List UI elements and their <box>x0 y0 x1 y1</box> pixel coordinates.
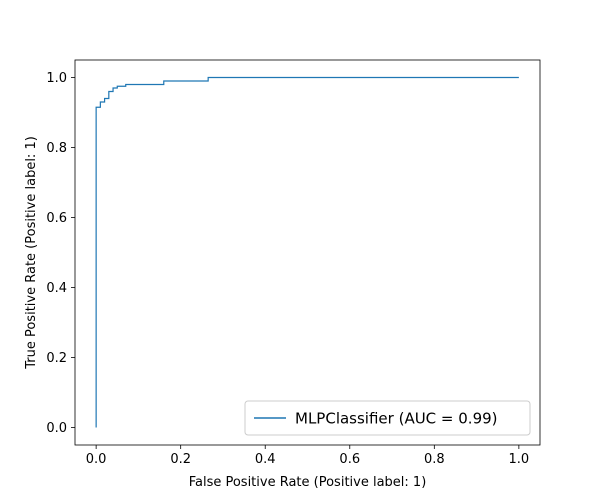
y-tick-label: 0.2 <box>46 351 67 366</box>
y-tick-label: 1.0 <box>46 71 67 86</box>
x-axis-label: False Positive Rate (Positive label: 1) <box>189 475 427 490</box>
y-tick-label: 0.8 <box>46 141 67 156</box>
axis-ticks: 0.0 0.2 0.4 0.6 0.8 1.0 0.0 0.2 0.4 0.6 0.8 1.0 <box>46 71 529 467</box>
x-tick-label: 0.8 <box>424 452 445 467</box>
plot-area <box>95 76 519 428</box>
legend: MLPClassifier (AUC = 0.99) <box>244 400 531 436</box>
x-tick-label: 0.0 <box>86 452 107 467</box>
y-tick-label: 0.0 <box>46 421 67 436</box>
x-tick-label: 0.4 <box>255 452 276 467</box>
axes-frame <box>74 59 541 446</box>
roc-series-line <box>95 76 519 428</box>
legend-box <box>244 400 531 436</box>
x-tick-label: 1.0 <box>509 452 530 467</box>
x-tick-label: 0.2 <box>170 452 191 467</box>
y-axis-label: True Positive Rate (Positive label: 1) <box>24 136 39 370</box>
y-tick-label: 0.6 <box>46 211 67 226</box>
x-tick-label: 0.6 <box>339 452 360 467</box>
legend-label: MLPClassifier (AUC = 0.99) <box>295 410 498 428</box>
y-tick-label: 0.4 <box>46 281 67 296</box>
